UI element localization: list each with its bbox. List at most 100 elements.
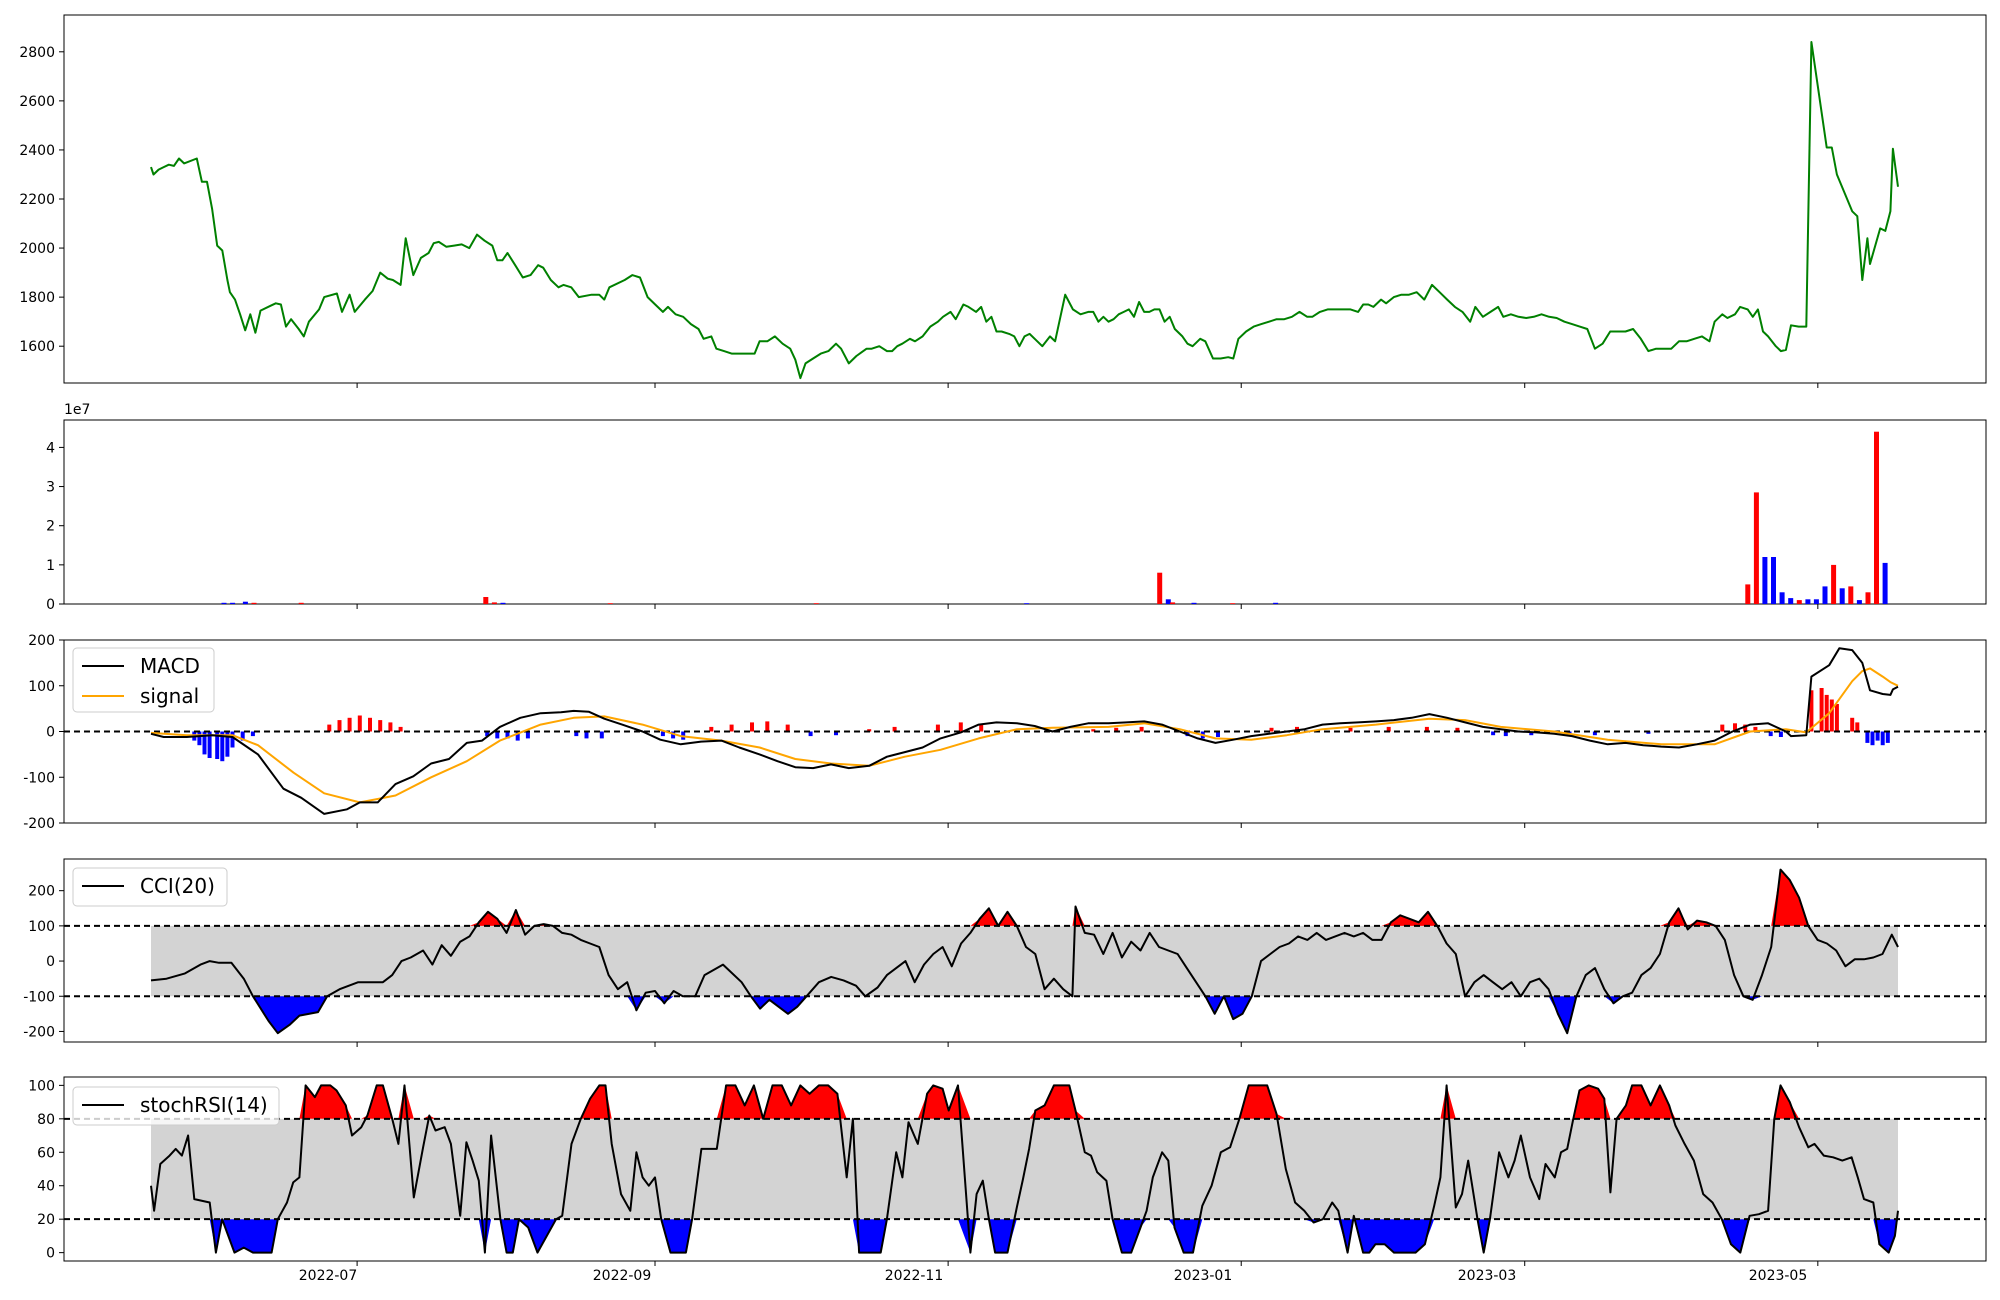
volume-bar bbox=[1024, 603, 1030, 604]
x-tick-label: 2023-01 bbox=[1174, 1268, 1233, 1284]
y-tick-label: 0 bbox=[46, 954, 55, 970]
volume-bar bbox=[1753, 492, 1759, 604]
y-tick-label: 1 bbox=[46, 558, 55, 574]
macd-histogram-bar bbox=[1824, 694, 1829, 732]
stochrsi-axes-frame bbox=[63, 1076, 1987, 1262]
macd-histogram-bar bbox=[495, 731, 500, 739]
macd-histogram-bar bbox=[958, 722, 963, 732]
cci-axes-frame bbox=[63, 858, 1987, 1043]
macd-histogram-bar bbox=[240, 731, 245, 741]
macd-histogram-bar bbox=[230, 731, 235, 748]
macd-histogram-bar bbox=[709, 726, 714, 732]
macd-histogram-bar bbox=[660, 731, 665, 737]
macd-histogram-bar bbox=[599, 731, 604, 739]
y-tick-label: 2 bbox=[46, 519, 55, 535]
macd-histogram-bar bbox=[729, 724, 734, 732]
macd-histogram-bar bbox=[1855, 722, 1860, 732]
macd-histogram-bar bbox=[515, 731, 520, 741]
volume-bar bbox=[1831, 564, 1837, 604]
price-line bbox=[150, 41, 1899, 380]
macd-histogram-bar bbox=[785, 724, 790, 732]
macd-panel: -200 -100 0 100 200 MACD signal bbox=[23, 633, 1987, 832]
macd-histogram-bar bbox=[892, 726, 897, 732]
y-tick-label: 60 bbox=[37, 1145, 55, 1161]
macd-histogram-bar bbox=[1503, 731, 1508, 737]
macd-histogram-bar bbox=[1834, 704, 1839, 732]
volume-bar bbox=[1170, 602, 1176, 604]
volume-bar bbox=[483, 597, 489, 604]
y-tick-label: 200 bbox=[28, 633, 55, 649]
y-tick-label: 40 bbox=[37, 1179, 55, 1195]
macd-histogram-bar bbox=[250, 731, 255, 737]
macd-histogram-bar bbox=[1592, 731, 1597, 736]
signal-line bbox=[150, 667, 1899, 804]
x-tick-label: 2022-07 bbox=[299, 1268, 358, 1284]
volume-bar bbox=[1788, 598, 1794, 604]
volume-bar bbox=[1273, 602, 1279, 604]
macd-histogram-bar bbox=[1720, 724, 1725, 732]
cci-panel: -200 -100 0 100 200 CCI(20) bbox=[23, 858, 1987, 1047]
macd-histogram-bar bbox=[765, 721, 770, 732]
volume-bar bbox=[1839, 588, 1845, 604]
macd-histogram-bar bbox=[935, 724, 940, 732]
macd-histogram-bar bbox=[347, 717, 352, 732]
macd-histogram-bar bbox=[505, 731, 510, 739]
macd-histogram-bar bbox=[1455, 727, 1460, 732]
macd-histogram-bar bbox=[388, 722, 393, 732]
stochrsi-panel: 0 20 40 60 80 100 stochRSI(14) bbox=[28, 1076, 1987, 1266]
y-tick-label: 1600 bbox=[19, 339, 55, 355]
macd-histogram-bar bbox=[1819, 688, 1824, 732]
cci-legend: CCI(20) bbox=[72, 867, 228, 907]
x-tick-label: 2022-11 bbox=[885, 1268, 944, 1284]
y-tick-label: 2400 bbox=[19, 143, 55, 159]
macd-histogram-bar bbox=[1850, 717, 1855, 732]
macd-legend-label: MACD bbox=[140, 654, 200, 678]
volume-bar bbox=[251, 602, 257, 604]
y-tick-label: 0 bbox=[46, 597, 55, 613]
macd-histogram-bar bbox=[1865, 731, 1870, 743]
macd-histogram-bar bbox=[671, 731, 676, 739]
cci-legend-label: CCI(20) bbox=[140, 874, 215, 898]
volume-bar bbox=[1779, 592, 1785, 604]
volume-panel: 1e7 0 1 2 3 4 bbox=[46, 402, 1987, 613]
macd-histogram-bar bbox=[1778, 731, 1783, 737]
macd-histogram-bar bbox=[327, 724, 332, 732]
macd-histogram-bar bbox=[750, 722, 754, 732]
macd-histogram-bar bbox=[1424, 726, 1429, 732]
macd-histogram-bar bbox=[1529, 731, 1534, 736]
macd-line bbox=[150, 647, 1899, 815]
macd-histogram-bar bbox=[867, 729, 872, 732]
macd-histogram-bar bbox=[1768, 731, 1773, 737]
macd-histogram-bar bbox=[1733, 723, 1737, 732]
date-x-axis: 2022-07 2022-09 2022-11 2023-01 2023-03 … bbox=[299, 1268, 1808, 1284]
volume-bar bbox=[1165, 599, 1171, 604]
y-tick-label: 100 bbox=[28, 679, 55, 695]
macd-histogram-bar bbox=[979, 724, 984, 732]
macd-histogram-bar bbox=[337, 720, 342, 732]
macd-histogram-bar bbox=[215, 731, 220, 759]
volume-bar bbox=[500, 602, 506, 604]
volume-bar bbox=[1813, 599, 1819, 604]
macd-histogram-bar bbox=[1091, 729, 1096, 732]
volume-bar bbox=[230, 602, 236, 604]
y-tick-label: 2000 bbox=[19, 241, 55, 257]
y-tick-label: 100 bbox=[28, 919, 55, 935]
volume-bar bbox=[1865, 592, 1871, 604]
y-tick-label: 0 bbox=[46, 725, 55, 741]
macd-legend: MACD signal bbox=[72, 647, 215, 713]
x-tick-label: 2022-09 bbox=[593, 1268, 652, 1284]
macd-histogram-bar bbox=[1491, 731, 1496, 736]
macd-histogram-bar bbox=[225, 731, 230, 757]
macd-histogram-bar bbox=[525, 731, 530, 739]
y-tick-label: -200 bbox=[23, 1024, 55, 1040]
y-tick-label: 2200 bbox=[19, 192, 55, 208]
stochrsi-line bbox=[150, 1084, 1899, 1254]
volume-bar bbox=[813, 603, 819, 604]
signal-legend-label: signal bbox=[140, 684, 199, 708]
macd-histogram-bar bbox=[1743, 724, 1748, 732]
volume-bar bbox=[1771, 557, 1776, 604]
volume-bar bbox=[1805, 599, 1811, 604]
volume-bar bbox=[221, 602, 227, 604]
y-tick-label: 2800 bbox=[19, 45, 55, 61]
